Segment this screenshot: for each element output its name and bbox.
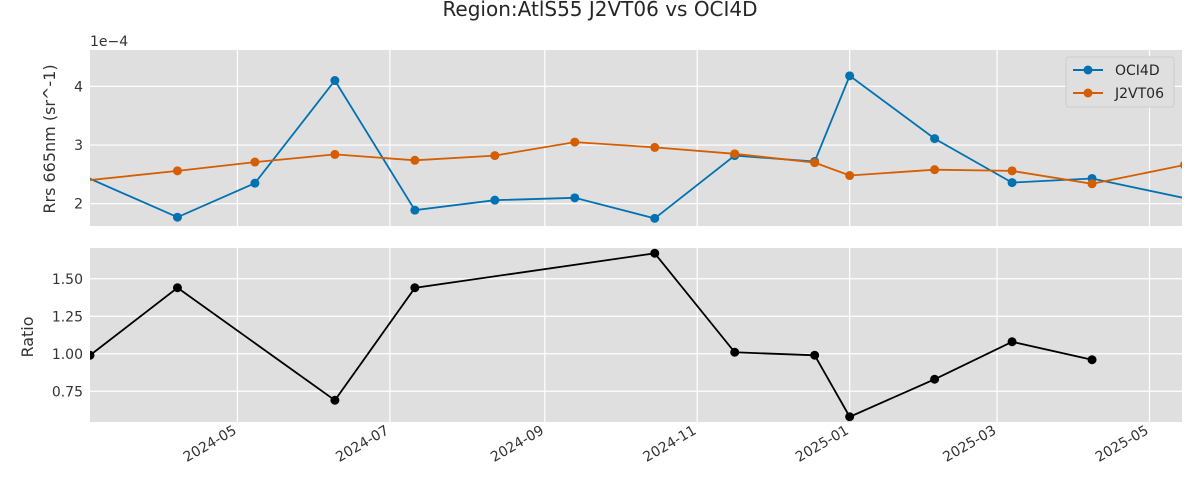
top-y-tick-label: 2	[74, 197, 83, 213]
top-data-point-0	[410, 205, 420, 215]
legend: OCI4D J2VT06	[1065, 56, 1175, 108]
top-data-point-1	[730, 149, 740, 159]
bottom-data-point-0	[330, 395, 340, 405]
top-gridlines	[90, 50, 1182, 226]
bottom-y-ticks: 0.75 1.00 1.25 1.50	[52, 272, 83, 401]
top-data-point-1	[650, 142, 660, 152]
bottom-data-point-0	[1007, 337, 1017, 347]
top-data-point-0	[330, 76, 340, 86]
x-tick-label: 2025-01	[793, 423, 852, 466]
top-data-point-1	[810, 158, 820, 168]
top-data-point-1	[1087, 179, 1097, 189]
bottom-gridlines	[90, 248, 1182, 422]
top-data-point-0	[650, 213, 660, 223]
bottom-series-group	[90, 248, 1097, 422]
top-series-group	[73, 71, 1182, 223]
top-data-point-1	[845, 171, 855, 181]
top-data-point-1	[330, 149, 340, 159]
top-data-point-0	[1007, 178, 1017, 188]
top-data-point-1	[172, 166, 182, 176]
bottom-data-point-0	[930, 374, 940, 384]
x-tick-label: 2024-07	[333, 423, 392, 466]
legend-marker-j2vt06	[1083, 88, 1093, 98]
x-tick-label: 2025-05	[1093, 423, 1152, 466]
top-y-ticks: 2 3 4	[74, 79, 83, 212]
top-data-point-1	[570, 137, 580, 147]
top-data-point-1	[1180, 161, 1182, 169]
chart-title: Region:AtlS55 J2VT06 vs OCI4D	[442, 0, 757, 21]
bottom-panel: 0.751.001.251.50 Ratio 2024-05 2024-07 202…	[18, 248, 1182, 466]
x-tick-label: 2024-11	[641, 423, 700, 466]
top-data-point-1	[1007, 166, 1017, 176]
legend-marker-oci4d	[1083, 65, 1093, 75]
top-data-point-1	[930, 165, 940, 175]
x-tick-label: 2024-05	[181, 423, 240, 466]
bottom-y-tick-label: 1.25	[52, 309, 83, 325]
bottom-data-point-0	[1087, 355, 1097, 365]
top-data-point-1	[410, 155, 420, 165]
top-plot-background	[90, 50, 1182, 226]
top-y-offset-label: 1e−4	[90, 34, 128, 50]
bottom-data-point-0	[650, 248, 660, 258]
top-data-point-1	[250, 157, 260, 167]
x-tick-label: 2025-03	[940, 423, 999, 466]
top-data-point-0	[490, 195, 500, 205]
bottom-y-tick-label: 1.00	[52, 347, 83, 363]
bottom-plot-background	[90, 248, 1182, 422]
bottom-y-tick-label: 0.75	[52, 384, 83, 400]
bottom-y-axis-label: Ratio	[18, 316, 37, 357]
top-data-point-0	[570, 193, 580, 203]
top-data-point-1	[73, 177, 82, 186]
bottom-data-point-0	[845, 412, 855, 422]
x-ticks: 2024-05 2024-07 2024-09 2024-11 2025-01 2025-…	[181, 423, 1152, 466]
legend-label-oci4d: OCI4D	[1115, 63, 1160, 79]
top-data-point-0	[172, 212, 182, 222]
bottom-data-point-0	[90, 350, 95, 360]
top-y-axis-label: Rrs 665nm (sr^-1)	[40, 64, 59, 213]
legend-label-j2vt06: J2VT06	[1114, 86, 1164, 102]
bottom-data-point-0	[410, 283, 420, 293]
top-data-point-1	[490, 151, 500, 161]
bottom-data-point-0	[172, 283, 182, 293]
x-tick-label: 2024-09	[488, 423, 547, 466]
bottom-y-tick-label: 1.50	[52, 272, 83, 288]
top-panel: 2 3 4 1e−4 Rrs 665nm (sr^-1) OCI4D J2VT06	[40, 34, 1182, 226]
top-data-point-0	[76, 170, 85, 179]
top-data-point-0	[930, 134, 940, 144]
bottom-data-point-0	[810, 350, 820, 360]
top-y-tick-label: 3	[74, 138, 83, 154]
top-y-tick-label: 4	[74, 79, 83, 95]
top-data-point-0	[250, 178, 260, 188]
bottom-data-point-0	[730, 347, 740, 357]
top-data-point-0	[845, 71, 855, 81]
